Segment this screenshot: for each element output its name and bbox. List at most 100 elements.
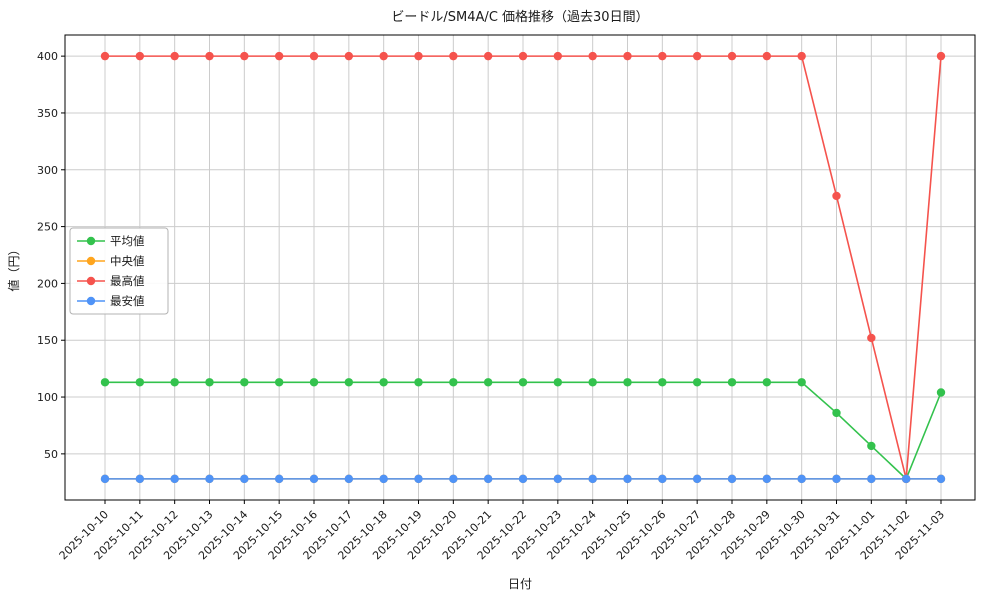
marker-average — [449, 378, 458, 387]
marker-min — [867, 474, 876, 484]
marker-min — [414, 474, 423, 484]
marker-min — [553, 474, 563, 484]
marker-max — [240, 51, 249, 61]
marker-average — [170, 378, 179, 387]
y-tick-label: 400 — [37, 50, 58, 63]
series-average — [100, 378, 946, 484]
marker-max — [553, 51, 563, 61]
legend-marker-max — [86, 276, 96, 286]
marker-max — [414, 51, 423, 61]
marker-max — [379, 51, 388, 61]
marker-min — [936, 474, 946, 484]
x-axis-label: 日付 — [508, 577, 532, 591]
legend-marker-min — [86, 296, 96, 306]
marker-max — [658, 51, 667, 61]
marker-average — [727, 378, 737, 387]
marker-min — [449, 474, 458, 484]
marker-average — [762, 378, 772, 387]
y-tick-label: 150 — [37, 334, 58, 347]
marker-average — [832, 408, 841, 418]
marker-max — [100, 51, 110, 61]
legend-label-average: 平均値 — [110, 234, 145, 248]
marker-max — [309, 51, 319, 61]
marker-average — [553, 378, 563, 387]
marker-average — [483, 378, 493, 387]
marker-max — [135, 51, 145, 61]
marker-average — [240, 378, 249, 387]
marker-max — [623, 51, 632, 61]
marker-average — [344, 378, 354, 387]
y-tick-label: 250 — [37, 221, 58, 234]
marker-average — [518, 378, 528, 387]
marker-min — [797, 474, 806, 484]
marker-min — [240, 474, 249, 484]
marker-min — [658, 474, 667, 484]
marker-average — [414, 378, 423, 387]
marker-min — [100, 474, 110, 484]
marker-min — [762, 474, 772, 484]
legend-marker-median — [86, 256, 96, 266]
marker-min — [170, 474, 179, 484]
marker-average — [867, 441, 876, 451]
y-axis-ticks: 50 100 150 200 250 300 350 400 — [37, 50, 65, 461]
marker-max — [483, 51, 493, 61]
y-tick-label: 300 — [37, 164, 58, 177]
legend-marker-average — [86, 236, 96, 246]
chart-title: ビードル/SM4A/C 価格推移（過去30日間） — [391, 9, 648, 25]
marker-max — [518, 51, 528, 61]
marker-min — [309, 474, 319, 484]
marker-max — [762, 51, 772, 61]
marker-average — [274, 378, 284, 387]
marker-min — [518, 474, 528, 484]
marker-average — [135, 378, 145, 387]
marker-min — [135, 474, 145, 484]
marker-average — [692, 378, 702, 387]
marker-min — [588, 474, 597, 484]
y-axis-label: 値（円） — [6, 243, 21, 291]
marker-max — [449, 51, 458, 61]
marker-max — [867, 333, 876, 343]
marker-max — [727, 51, 737, 61]
marker-max — [936, 51, 946, 61]
marker-average — [379, 378, 388, 387]
y-tick-label: 50 — [44, 448, 58, 461]
marker-average — [309, 378, 319, 387]
marker-max — [797, 51, 806, 61]
marker-min — [205, 474, 214, 484]
marker-min — [692, 474, 702, 484]
legend-label-median: 中央値 — [110, 254, 145, 268]
marker-average — [100, 378, 110, 387]
marker-min — [727, 474, 737, 484]
marker-average — [936, 388, 946, 397]
legend-box — [69, 227, 169, 315]
marker-max — [588, 51, 597, 61]
marker-min — [483, 474, 493, 484]
plot-border — [64, 34, 976, 501]
marker-max — [274, 51, 284, 61]
marker-max — [692, 51, 702, 61]
legend-label-min: 最安値 — [110, 294, 145, 308]
marker-min — [623, 474, 632, 484]
y-tick-label: 100 — [37, 391, 58, 404]
marker-min — [274, 474, 284, 484]
marker-min — [901, 474, 911, 484]
y-tick-label: 200 — [37, 277, 58, 290]
marker-min — [344, 474, 354, 484]
marker-min — [832, 474, 841, 484]
legend-label-max: 最高値 — [110, 274, 145, 288]
marker-min — [379, 474, 388, 484]
marker-average — [588, 378, 597, 387]
marker-max — [344, 51, 354, 61]
marker-max — [205, 51, 214, 61]
marker-max — [170, 51, 179, 61]
marker-average — [623, 378, 632, 387]
marker-average — [205, 378, 214, 387]
marker-average — [797, 378, 806, 387]
series-max — [100, 51, 946, 484]
marker-max — [832, 191, 841, 201]
marker-average — [658, 378, 667, 387]
series-min — [100, 474, 946, 484]
